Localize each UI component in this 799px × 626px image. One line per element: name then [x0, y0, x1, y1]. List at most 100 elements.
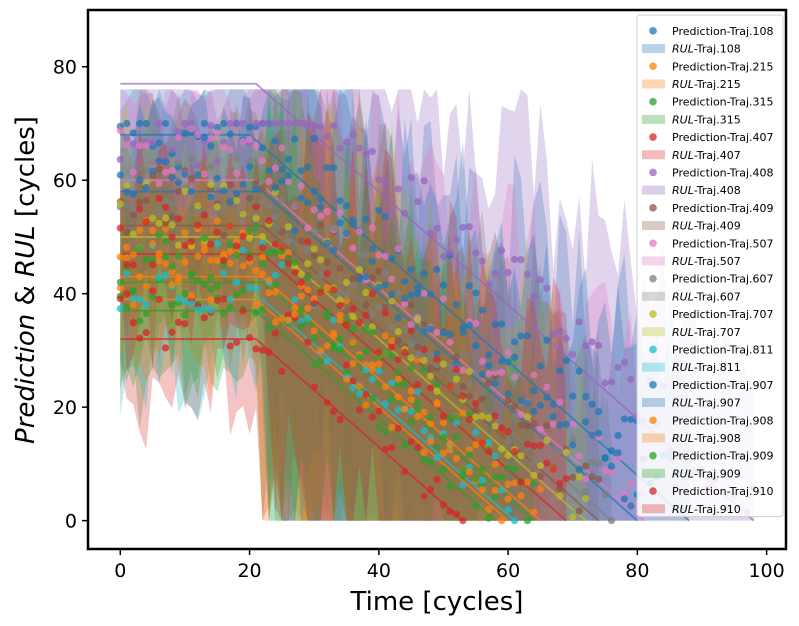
prediction-point-907: [375, 283, 383, 291]
prediction-point-408: [187, 119, 196, 128]
prediction-point-409: [414, 343, 422, 352]
prediction-point-407: [394, 424, 402, 433]
legend-label-rul-215: RUL-Traj.215: [672, 78, 741, 91]
prediction-point-108: [510, 338, 519, 346]
prediction-point-507: [607, 468, 616, 477]
prediction-point-907: [304, 199, 312, 207]
legend-marker-rul-407: [642, 150, 665, 160]
prediction-point-909: [349, 324, 357, 332]
prediction-point-607: [510, 412, 519, 420]
prediction-point-215: [226, 259, 234, 267]
legend-marker-prediction-108: [649, 27, 657, 35]
y-tick-label: 0: [65, 511, 77, 533]
prediction-point-811: [291, 296, 299, 304]
prediction-point-507: [401, 300, 409, 308]
prediction-point-607: [349, 281, 357, 289]
prediction-point-907: [174, 178, 183, 186]
legend-marker-rul-215: [642, 79, 665, 89]
prediction-point-907: [233, 190, 241, 198]
y-axis-label-units: [cycles]: [11, 116, 41, 225]
prediction-point-811: [381, 400, 389, 408]
prediction-point-909: [245, 227, 254, 235]
prediction-point-811: [278, 261, 286, 269]
prediction-point-907: [368, 257, 376, 266]
prediction-point-408: [536, 275, 545, 284]
prediction-point-507: [213, 129, 221, 137]
prediction-point-215: [375, 360, 383, 368]
prediction-point-315: [375, 423, 383, 432]
prediction-point-408: [530, 293, 538, 301]
prediction-point-910: [271, 240, 280, 248]
prediction-point-907: [342, 229, 351, 238]
prediction-point-408: [394, 185, 402, 193]
legend-marker-prediction-215: [649, 62, 657, 71]
prediction-point-215: [491, 486, 499, 495]
prediction-point-907: [459, 328, 467, 336]
legend-label-rul-108: RUL-Traj.108: [672, 43, 741, 56]
prediction-point-707: [304, 260, 312, 268]
prediction-point-408: [297, 119, 305, 128]
x-tick-label: 80: [625, 560, 649, 582]
y-axis-label: Prediction & RUL [cycles]: [11, 116, 41, 444]
prediction-point-108: [213, 123, 221, 131]
prediction-point-108: [433, 265, 441, 274]
prediction-point-408: [349, 130, 357, 138]
prediction-point-108: [627, 415, 635, 424]
prediction-point-908: [368, 361, 376, 369]
prediction-point-409: [381, 303, 389, 312]
prediction-point-409: [258, 184, 267, 192]
prediction-point-607: [478, 387, 486, 396]
prediction-point-108: [414, 284, 422, 292]
prediction-point-909: [465, 410, 473, 419]
prediction-point-409: [459, 383, 467, 391]
prediction-point-908: [136, 273, 144, 281]
prediction-point-607: [569, 435, 577, 443]
legend-marker-rul-507: [642, 256, 665, 266]
prediction-point-811: [329, 316, 338, 324]
prediction-point-707: [498, 445, 506, 453]
prediction-point-909: [414, 399, 422, 408]
prediction-point-407: [174, 318, 183, 326]
prediction-point-108: [136, 119, 144, 128]
prediction-point-910: [381, 309, 389, 317]
prediction-point-909: [181, 289, 189, 298]
prediction-point-315: [446, 482, 454, 491]
prediction-point-215: [207, 256, 215, 264]
prediction-point-507: [381, 252, 389, 260]
prediction-point-408: [433, 224, 441, 232]
prediction-point-811: [504, 506, 512, 514]
prediction-point-408: [336, 144, 344, 152]
prediction-point-408: [368, 147, 376, 156]
prediction-point-408: [478, 257, 486, 265]
prediction-point-407: [401, 467, 409, 476]
prediction-point-215: [504, 480, 512, 488]
prediction-point-707: [161, 214, 170, 222]
prediction-point-907: [323, 239, 331, 247]
prediction-point-907: [349, 216, 357, 224]
legend-marker-rul-910: [642, 504, 665, 514]
prediction-point-407: [388, 444, 396, 452]
prediction-point-507: [200, 170, 208, 178]
prediction-point-910: [129, 261, 137, 269]
prediction-point-409: [129, 211, 137, 219]
prediction-point-315: [297, 306, 305, 314]
prediction-point-910: [355, 318, 364, 326]
prediction-point-108: [549, 400, 557, 408]
prediction-point-607: [207, 163, 215, 171]
rul-line-408: [120, 82, 755, 522]
prediction-point-910: [187, 237, 196, 246]
prediction-point-215: [291, 304, 299, 312]
prediction-point-407: [142, 328, 150, 337]
legend-marker-rul-907: [642, 398, 665, 408]
prediction-point-908: [317, 347, 325, 355]
prediction-point-607: [362, 251, 370, 259]
prediction-point-910: [168, 233, 176, 241]
prediction-point-409: [510, 402, 519, 410]
prediction-point-910: [258, 244, 267, 252]
prediction-point-909: [161, 237, 170, 245]
prediction-point-409: [220, 231, 228, 240]
prediction-point-507: [498, 368, 506, 376]
prediction-point-811: [349, 383, 357, 392]
prediction-point-607: [136, 164, 144, 173]
prediction-point-910: [446, 382, 454, 391]
